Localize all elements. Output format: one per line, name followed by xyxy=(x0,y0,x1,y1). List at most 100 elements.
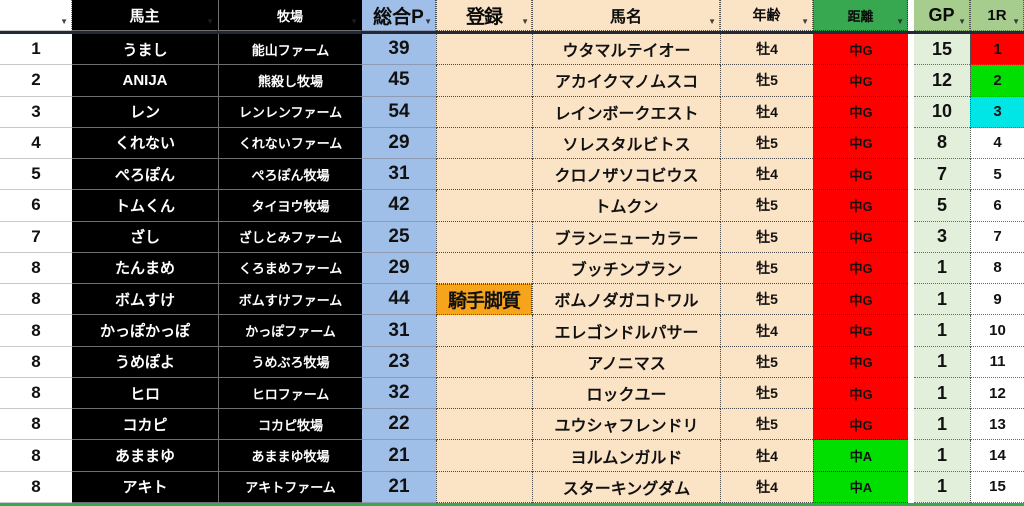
cell-owner[interactable]: ANIJA xyxy=(72,65,218,97)
filter-icon[interactable]: ▼ xyxy=(424,17,432,26)
cell-registration[interactable] xyxy=(436,252,532,285)
cell-rank[interactable]: 3 xyxy=(0,96,72,128)
cell-r1[interactable]: 10 xyxy=(970,315,1024,347)
cell-horse[interactable]: ヨルムンガルド xyxy=(532,440,720,472)
cell-age[interactable]: 牡5 xyxy=(720,221,813,253)
cell-age[interactable]: 牡5 xyxy=(720,190,813,222)
cell-farm[interactable]: あままゆ牧場 xyxy=(218,440,362,472)
cell-age[interactable]: 牡4 xyxy=(720,440,813,472)
header-total_p[interactable]: 総合P ▼ xyxy=(362,0,436,31)
header-age[interactable]: 年齢 ▼ xyxy=(720,0,813,31)
cell-distance[interactable]: 中G xyxy=(813,190,908,222)
filter-icon[interactable]: ▼ xyxy=(60,17,68,26)
cell-rank[interactable]: 8 xyxy=(0,471,72,503)
cell-gp[interactable]: 5 xyxy=(914,190,970,222)
cell-registration[interactable] xyxy=(436,190,532,222)
cell-distance[interactable]: 中G xyxy=(813,34,908,66)
cell-farm[interactable]: ボムすけファーム xyxy=(218,284,362,316)
cell-horse[interactable]: ボムノダガコトワル xyxy=(532,284,720,316)
filter-icon[interactable]: ▼ xyxy=(206,17,214,26)
cell-owner[interactable]: あままゆ xyxy=(72,440,218,472)
cell-distance[interactable]: 中G xyxy=(813,127,908,160)
cell-rank[interactable]: 1 xyxy=(0,34,72,66)
cell-farm[interactable]: かっぽファーム xyxy=(218,315,362,347)
cell-total_p[interactable]: 29 xyxy=(362,127,436,160)
cell-farm[interactable]: ざしとみファーム xyxy=(218,221,362,253)
cell-farm[interactable]: くろまめファーム xyxy=(218,252,362,285)
cell-gp[interactable]: 1 xyxy=(914,315,970,347)
header-farm[interactable]: 牧場 ▼ xyxy=(218,0,362,31)
cell-age[interactable]: 牡5 xyxy=(720,65,813,97)
cell-registration[interactable] xyxy=(436,96,532,128)
cell-total_p[interactable]: 31 xyxy=(362,315,436,347)
cell-owner[interactable]: うまし xyxy=(72,34,218,66)
cell-r1[interactable]: 5 xyxy=(970,159,1024,191)
filter-icon[interactable]: ▼ xyxy=(1012,17,1020,26)
cell-registration[interactable] xyxy=(436,315,532,347)
cell-farm[interactable]: タイヨウ牧場 xyxy=(218,190,362,222)
cell-distance[interactable]: 中G xyxy=(813,252,908,285)
cell-owner[interactable]: くれない xyxy=(72,127,218,160)
cell-rank[interactable]: 6 xyxy=(0,190,72,222)
cell-distance[interactable]: 中G xyxy=(813,409,908,441)
cell-r1[interactable]: 12 xyxy=(970,377,1024,410)
cell-registration[interactable] xyxy=(436,346,532,378)
cell-rank[interactable]: 7 xyxy=(0,221,72,253)
cell-total_p[interactable]: 54 xyxy=(362,96,436,128)
cell-total_p[interactable]: 44 xyxy=(362,284,436,316)
cell-horse[interactable]: クロノザソコビウス xyxy=(532,159,720,191)
cell-owner[interactable]: レン xyxy=(72,96,218,128)
header-owner[interactable]: 馬主 ▼ xyxy=(72,0,218,31)
cell-age[interactable]: 牡4 xyxy=(720,159,813,191)
cell-rank[interactable]: 8 xyxy=(0,284,72,316)
cell-rank[interactable]: 8 xyxy=(0,409,72,441)
cell-gp[interactable]: 1 xyxy=(914,377,970,410)
cell-total_p[interactable]: 22 xyxy=(362,409,436,441)
cell-total_p[interactable]: 42 xyxy=(362,190,436,222)
cell-r1[interactable]: 3 xyxy=(970,96,1024,128)
cell-owner[interactable]: コカピ xyxy=(72,409,218,441)
cell-r1[interactable]: 14 xyxy=(970,440,1024,472)
cell-r1[interactable]: 4 xyxy=(970,127,1024,160)
cell-gp[interactable]: 1 xyxy=(914,346,970,378)
cell-gp[interactable]: 1 xyxy=(914,471,970,503)
cell-horse[interactable]: ブッチンブラン xyxy=(532,252,720,285)
cell-age[interactable]: 牡4 xyxy=(720,96,813,128)
cell-farm[interactable]: ヒロファーム xyxy=(218,377,362,410)
header-registration[interactable]: 登録 ▼ xyxy=(436,0,532,31)
filter-icon[interactable]: ▼ xyxy=(350,17,358,26)
header-horse[interactable]: 馬名 ▼ xyxy=(532,0,720,31)
cell-farm[interactable]: レンレンファーム xyxy=(218,96,362,128)
cell-horse[interactable]: スターキングダム xyxy=(532,471,720,503)
cell-rank[interactable]: 8 xyxy=(0,346,72,378)
cell-distance[interactable]: 中A xyxy=(813,440,908,472)
cell-farm[interactable]: 熊殺し牧場 xyxy=(218,65,362,97)
cell-registration[interactable] xyxy=(436,127,532,160)
cell-farm[interactable]: アキトファーム xyxy=(218,471,362,503)
cell-age[interactable]: 牡5 xyxy=(720,409,813,441)
cell-total_p[interactable]: 39 xyxy=(362,34,436,66)
cell-total_p[interactable]: 21 xyxy=(362,440,436,472)
cell-distance[interactable]: 中A xyxy=(813,471,908,503)
cell-owner[interactable]: ヒロ xyxy=(72,377,218,410)
cell-r1[interactable]: 8 xyxy=(970,252,1024,285)
cell-gp[interactable]: 15 xyxy=(914,34,970,66)
cell-total_p[interactable]: 23 xyxy=(362,346,436,378)
cell-age[interactable]: 牡5 xyxy=(720,284,813,316)
cell-horse[interactable]: アカイクマノムスコ xyxy=(532,65,720,97)
cell-registration[interactable] xyxy=(436,471,532,503)
filter-icon[interactable]: ▼ xyxy=(958,17,966,26)
cell-registration[interactable] xyxy=(436,409,532,441)
cell-horse[interactable]: レインボークエスト xyxy=(532,96,720,128)
filter-icon[interactable]: ▼ xyxy=(896,17,904,26)
cell-r1[interactable]: 15 xyxy=(970,471,1024,503)
cell-rank[interactable]: 5 xyxy=(0,159,72,191)
cell-horse[interactable]: ソレスタルビトス xyxy=(532,127,720,160)
cell-total_p[interactable]: 29 xyxy=(362,252,436,285)
cell-gp[interactable]: 1 xyxy=(914,440,970,472)
cell-distance[interactable]: 中G xyxy=(813,96,908,128)
cell-total_p[interactable]: 32 xyxy=(362,377,436,410)
cell-total_p[interactable]: 45 xyxy=(362,65,436,97)
cell-horse[interactable]: トムクン xyxy=(532,190,720,222)
cell-distance[interactable]: 中G xyxy=(813,159,908,191)
